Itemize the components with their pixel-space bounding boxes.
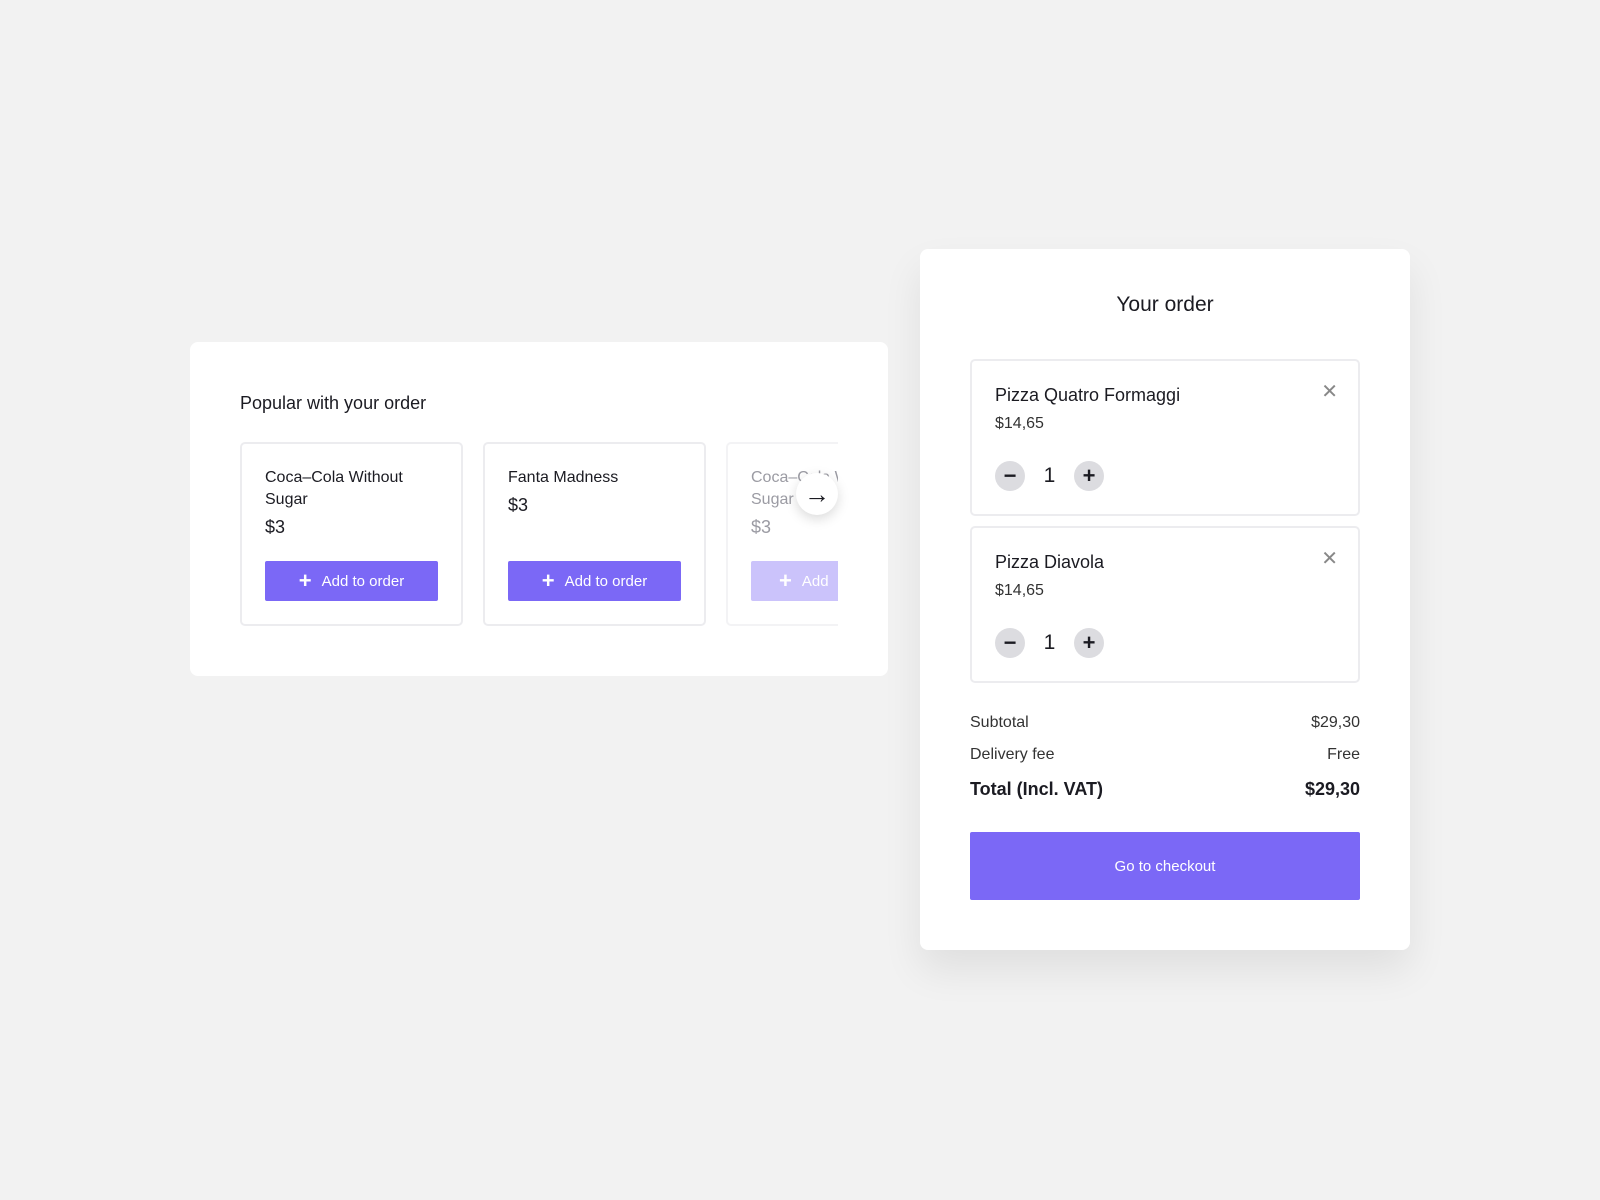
arrow-right-icon[interactable]: → [796, 473, 838, 515]
product-price: $3 [508, 495, 529, 515]
item-price: $14,65 [995, 582, 1044, 599]
delivery-row: Delivery fee Free [970, 746, 1360, 764]
quantity-stepper: − 1 + [995, 461, 1104, 491]
popular-panel: Popular with your order Coca–Cola Withou… [190, 342, 888, 676]
subtotal-row: Subtotal $29,30 [970, 714, 1360, 732]
minus-icon[interactable]: − [995, 628, 1025, 658]
delivery-label: Delivery fee [970, 746, 1055, 763]
product-card: Fanta Madness $3 + Add to order [483, 442, 706, 626]
product-price: $3 [751, 517, 772, 537]
close-icon[interactable]: ✕ [1321, 381, 1338, 403]
popular-title: Popular with your order [240, 393, 427, 413]
plus-icon[interactable]: + [1074, 461, 1104, 491]
plus-icon: + [541, 568, 555, 593]
product-price: $3 [265, 517, 286, 537]
order-item: Pizza Diavola $14,65 ✕ − 1 + [970, 526, 1360, 683]
order-panel: Your order Pizza Quatro Formaggi $14,65 … [920, 249, 1410, 950]
plus-icon: + [779, 568, 792, 593]
product-carousel: Coca–Cola Without Sugar $3 + Add to order… [240, 442, 838, 628]
quantity-value: 1 [1043, 631, 1056, 654]
plus-icon[interactable]: + [1074, 628, 1104, 658]
subtotal-label: Subtotal [970, 714, 1029, 731]
product-card: Coca–Cola Without Sugar $3 +Add [726, 442, 838, 626]
delivery-value: Free [1327, 746, 1360, 763]
close-icon[interactable]: ✕ [1321, 548, 1338, 570]
quantity-value: 1 [1043, 464, 1056, 487]
product-name: Coca–Cola Without Sugar [265, 469, 403, 508]
product-name: Fanta Madness [508, 469, 619, 486]
add-to-order-button[interactable]: + Add to order [265, 561, 438, 601]
item-name: Pizza Quatro Formaggi [995, 385, 1181, 405]
button-label: Add to order [564, 572, 648, 590]
total-row: Total (Incl. VAT) $29,30 [970, 779, 1360, 800]
minus-icon[interactable]: − [995, 461, 1025, 491]
plus-icon: + [298, 568, 312, 593]
add-to-order-button[interactable]: + Add [751, 561, 838, 601]
button-label: Add to order [321, 572, 405, 590]
subtotal-value: $29,30 [1311, 714, 1360, 731]
button-label: Add [801, 572, 829, 590]
order-title: Your order [1116, 293, 1214, 316]
total-label: Total (Incl. VAT) [970, 779, 1103, 799]
order-item: Pizza Quatro Formaggi $14,65 ✕ − 1 + [970, 359, 1360, 516]
quantity-stepper: − 1 + [995, 628, 1104, 658]
product-card: Coca–Cola Without Sugar $3 + Add to order [240, 442, 463, 626]
item-name: Pizza Diavola [995, 552, 1105, 572]
item-price: $14,65 [995, 415, 1044, 432]
total-value: $29,30 [1304, 779, 1360, 799]
add-to-order-button[interactable]: + Add to order [508, 561, 681, 601]
checkout-button[interactable]: Go to checkout [970, 832, 1360, 900]
